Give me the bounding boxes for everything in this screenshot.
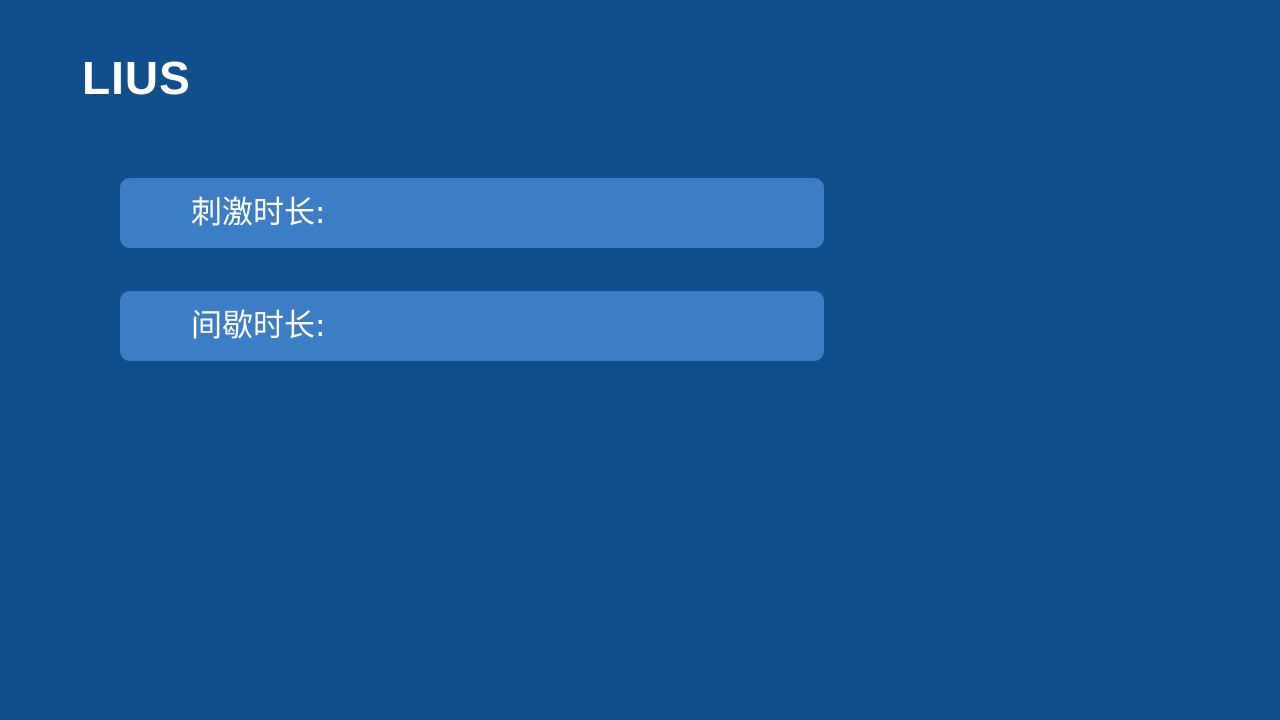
interval-duration-label: 间歇时长: <box>191 308 326 344</box>
stimulation-duration-label: 刺激时长: <box>191 195 326 231</box>
app-title: LIUS <box>82 52 191 104</box>
stimulation-duration-field[interactable]: 刺激时长: <box>120 178 824 248</box>
settings-field-list: 刺激时长: 间歇时长: <box>120 178 824 404</box>
interval-duration-field[interactable]: 间歇时长: <box>120 291 824 361</box>
